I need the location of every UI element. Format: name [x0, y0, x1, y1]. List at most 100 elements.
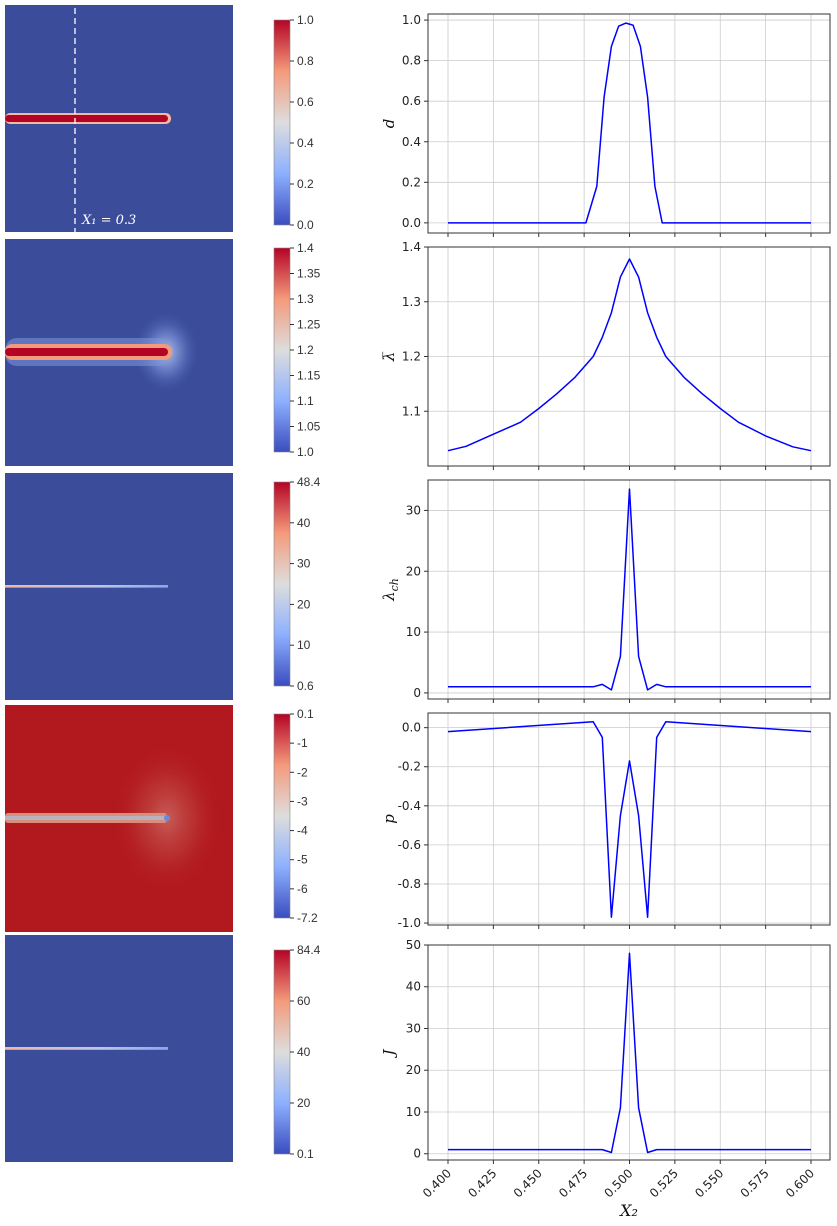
series-line — [447, 721, 812, 918]
colorbar-tick-label: 0.0 — [297, 218, 314, 232]
colorbar-tick-label: 48.4 — [297, 475, 321, 489]
colorbar-gradient — [273, 247, 291, 453]
x-tick-label: 0.600 — [783, 1166, 817, 1200]
colorbar-tick-label: 1.1 — [297, 394, 314, 408]
y-axis-label: p — [380, 814, 398, 824]
colorbar-gradient — [273, 949, 291, 1155]
chart-5: 0 10 20 30 40 50 J 0.400 0.425 0.450 0.475 0.500 0.5… — [380, 938, 831, 1220]
colorbar-lambda-ch: 48.4 40 30 20 10 0.6 — [273, 475, 321, 693]
y-tick-label: 0.0 — [402, 721, 421, 735]
y-tick-label: 30 — [406, 503, 421, 517]
x-tick-label: 0.400 — [420, 1166, 454, 1200]
y-tick-label: 1.0 — [402, 13, 421, 27]
colorbar-tick-label: 1.0 — [297, 13, 314, 27]
colorbar-tick-label: -6 — [297, 882, 308, 896]
x-tick-label: 0.425 — [465, 1166, 499, 1200]
colorbar-tick-label: 40 — [297, 1045, 311, 1059]
colorbar-tick-label: 0.1 — [297, 707, 314, 721]
y-axis-label: J — [380, 1049, 398, 1059]
colorbar-tick-label: 60 — [297, 994, 311, 1008]
colorbar-tick-label: -1 — [297, 736, 308, 750]
colorbars: 1.00.80.60.40.20.01.41.351.31.251.21.151… — [273, 13, 321, 1161]
colorbar-d: 1.0 0.8 0.6 0.4 0.2 0.0 — [273, 13, 314, 232]
y-axis-label: λch — [380, 578, 401, 602]
colorbar-gradient — [273, 713, 291, 919]
field-panel-p — [5, 705, 233, 932]
y-tick-label: 1.3 — [402, 295, 421, 309]
y-tick-label: 0.6 — [402, 94, 421, 108]
colorbar-tick-label: 40 — [297, 516, 311, 530]
line-charts: 0.0 0.2 0.4 0.6 0.8 1.0 d 1.1 1.2 1.3 1.4 λ̅ 0 10 20 30… — [380, 13, 831, 1220]
field-panel-lambda-bar — [5, 239, 233, 466]
field-panel-lambda-ch — [5, 473, 233, 700]
y-tick-label: 50 — [406, 938, 421, 952]
colorbar-tick-label: 0.2 — [297, 177, 314, 191]
colorbar-tick-label: 30 — [297, 557, 311, 571]
plot-frame — [427, 246, 831, 467]
chart-2: 1.1 1.2 1.3 1.4 λ̅ — [380, 240, 831, 470]
section-annotation: X₁ = 0.3 — [81, 213, 136, 228]
series-line — [448, 488, 811, 691]
x-tick-label: 0.525 — [647, 1166, 681, 1200]
y-axis-label: d — [380, 119, 398, 129]
colorbar-tick-label: 0.1 — [297, 1147, 314, 1161]
colorbar-gradient — [273, 481, 291, 687]
colorbar-tick-label: 1.3 — [297, 292, 314, 306]
colorbar-tick-label: 1.05 — [297, 420, 321, 434]
plot-frame — [427, 944, 831, 1161]
colorbar-tick-label: 0.8 — [297, 54, 314, 68]
colorbar-tick-label: 0.6 — [297, 679, 314, 693]
series-line — [448, 22, 811, 224]
x-tick-label: 0.475 — [556, 1166, 590, 1200]
y-tick-label: 0.8 — [402, 54, 421, 68]
colorbar-tick-label: -5 — [297, 853, 308, 867]
colorbar-p: 0.1 -1 -2 -3 -4 -5 -6 -7.2 — [273, 707, 318, 925]
y-tick-label: -1.0 — [398, 916, 421, 930]
colorbar-tick-label: -4 — [297, 824, 308, 838]
crack-line — [5, 1047, 168, 1050]
plot-frame — [427, 479, 831, 700]
colorbar-tick-label: 1.15 — [297, 369, 321, 383]
x-tick-label: 0.550 — [692, 1166, 726, 1200]
colorbar-tick-label: 20 — [297, 597, 311, 611]
y-tick-label: 0.4 — [402, 135, 421, 149]
colorbar-tick-label: -3 — [297, 794, 308, 808]
colorbar-lambda-bar: 1.4 1.35 1.3 1.25 1.2 1.15 1.1 1.05 1.0 — [273, 241, 321, 459]
series-line — [447, 258, 812, 452]
x-tick-label: 0.500 — [601, 1166, 635, 1200]
y-tick-label: 1.4 — [402, 240, 421, 254]
colorbar-tick-label: 1.0 — [297, 445, 314, 459]
y-tick-label: 20 — [406, 564, 421, 578]
plot-frame — [427, 712, 831, 926]
colorbar-tick-label: 1.4 — [297, 241, 314, 255]
colorbar-tick-label: 1.35 — [297, 267, 321, 281]
y-tick-label: 0.2 — [402, 175, 421, 189]
crack-band — [5, 348, 168, 356]
series-line — [448, 952, 811, 1154]
y-tick-label: 0 — [413, 1147, 421, 1161]
y-tick-label: 40 — [406, 980, 421, 994]
x-tick-label: 0.575 — [738, 1166, 772, 1200]
colorbar-tick-label: 0.6 — [297, 95, 314, 109]
colorbar-tick-label: -7.2 — [297, 911, 318, 925]
colorbar-tick-label: 1.2 — [297, 343, 314, 357]
plot-frame — [427, 13, 831, 234]
y-tick-label: -0.2 — [398, 760, 421, 774]
y-tick-label: 10 — [406, 1105, 421, 1119]
colorbar-tick-label: -2 — [297, 765, 308, 779]
colorbar-tick-label: 84.4 — [297, 943, 321, 957]
y-tick-label: 0.0 — [402, 216, 421, 230]
y-tick-label: 1.1 — [402, 404, 421, 418]
colorbar-tick-label: 20 — [297, 1096, 311, 1110]
y-tick-label: 20 — [406, 1063, 421, 1077]
y-tick-label: -0.8 — [398, 877, 421, 891]
y-tick-label: 0 — [413, 686, 421, 700]
chart-4: -1.0 -0.8 -0.6 -0.4 -0.2 0.0 p — [380, 712, 831, 930]
y-tick-label: 30 — [406, 1021, 421, 1035]
y-tick-label: 1.2 — [402, 350, 421, 364]
y-tick-label: -0.6 — [398, 838, 421, 852]
crack-line — [5, 816, 167, 820]
y-tick-label: -0.4 — [398, 799, 421, 813]
colorbar-gradient — [273, 19, 291, 226]
